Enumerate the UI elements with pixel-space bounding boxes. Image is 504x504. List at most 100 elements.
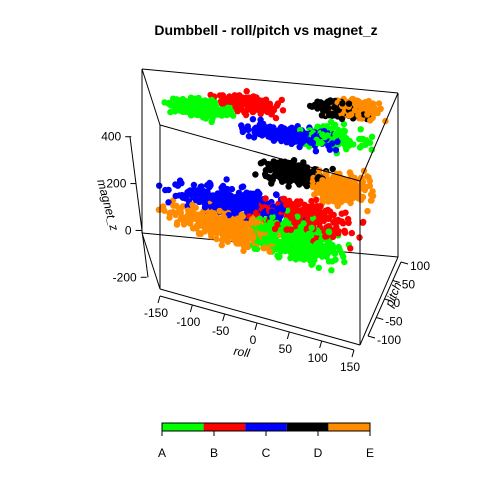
z-tick-label: -200 [113, 270, 137, 284]
data-point-B [287, 201, 294, 208]
box-edge-back [141, 68, 399, 94]
data-point-A [193, 109, 200, 116]
x-tick [222, 313, 226, 322]
data-point-E [353, 188, 360, 195]
data-point-B [274, 221, 281, 228]
data-point-E [322, 193, 329, 200]
data-point-E [346, 186, 354, 193]
data-point-D [314, 175, 321, 182]
z-tick-label: 200 [106, 177, 126, 191]
data-point-C [229, 201, 236, 208]
data-point-C [244, 123, 251, 130]
data-point-C [332, 146, 340, 154]
data-point-A [332, 131, 339, 138]
y-tick [392, 280, 400, 283]
data-point-E [320, 184, 327, 192]
data-point-C [312, 148, 320, 155]
legend-swatch-A [162, 423, 204, 431]
data-point-C [184, 202, 191, 209]
y-tick [384, 298, 392, 302]
data-point-E [227, 232, 234, 240]
data-point-E [240, 232, 248, 239]
box-edge-front [359, 256, 399, 346]
data-point-B [313, 218, 321, 226]
data-point-A [304, 240, 311, 248]
data-point-B [329, 233, 337, 241]
data-point-C [156, 182, 163, 189]
data-point-C [197, 188, 204, 195]
data-point-A [318, 242, 325, 249]
data-point-A [195, 94, 202, 102]
data-point-C [215, 193, 223, 200]
data-point-E [192, 225, 200, 232]
data-point-A [324, 250, 331, 258]
y-tick-label: 50 [402, 278, 416, 292]
data-point-C [209, 192, 217, 199]
data-point-E [245, 235, 252, 242]
data-point-E [166, 214, 173, 221]
box-edge-front [141, 68, 161, 126]
data-point-A [218, 106, 225, 114]
x-tick-label: 150 [340, 360, 360, 374]
data-point-E [331, 179, 338, 186]
data-point-E [240, 247, 247, 254]
data-point-C [255, 125, 263, 132]
data-point-B [308, 210, 315, 217]
x-axis: -150 -100 -50 0 50 100 150 [144, 295, 360, 374]
data-point-E [189, 209, 196, 216]
data-point-A [315, 264, 322, 271]
data-point-A [262, 234, 269, 241]
data-point-E [342, 181, 349, 188]
data-point-A [328, 267, 335, 274]
data-point-A [178, 99, 186, 107]
data-point-C [260, 209, 267, 217]
data-point-E [368, 197, 375, 204]
data-point-D [252, 171, 259, 178]
data-point-A [325, 228, 332, 235]
data-point-A [330, 244, 337, 251]
data-point-E [216, 207, 223, 215]
data-point-A [294, 213, 301, 220]
data-point-B [242, 111, 250, 119]
data-point-A [318, 250, 325, 257]
data-point-C [334, 138, 341, 145]
data-point-E [261, 245, 268, 252]
data-point-B [232, 103, 239, 111]
y-tick-label: 0 [394, 296, 401, 310]
data-point-B [292, 203, 299, 211]
data-point-E [197, 218, 204, 225]
data-point-E [364, 111, 371, 118]
data-point-A [340, 253, 347, 260]
data-point-A [206, 102, 214, 110]
data-point-A [267, 219, 274, 226]
plot-box-front [141, 68, 399, 346]
data-point-C [228, 192, 235, 200]
data-point-B [303, 207, 310, 215]
data-point-B [342, 209, 349, 216]
data-point-C [165, 199, 172, 206]
data-point-A [339, 137, 347, 144]
data-point-E [348, 111, 355, 118]
data-point-D [294, 167, 301, 175]
data-point-E [185, 216, 193, 223]
box-edge-front [159, 124, 361, 182]
legend-swatch-D [286, 423, 329, 431]
data-point-C [257, 116, 264, 124]
data-point-E [365, 101, 373, 108]
data-point-B [341, 227, 348, 234]
data-point-E [224, 238, 231, 245]
data-point-D [329, 165, 336, 173]
data-point-D [306, 102, 314, 110]
data-point-C [176, 192, 183, 199]
data-point-C [228, 185, 236, 193]
data-point-E [359, 178, 367, 186]
data-point-C [240, 198, 248, 206]
z-tick-label: 0 [125, 223, 132, 237]
data-point-B [231, 92, 238, 99]
data-point-A [269, 213, 276, 220]
data-point-B [309, 202, 316, 210]
data-point-B [347, 245, 354, 252]
data-point-E [238, 223, 245, 231]
chart-title: Dumbbell - roll/pitch vs magnet_z [154, 22, 377, 38]
data-point-A [332, 121, 339, 129]
